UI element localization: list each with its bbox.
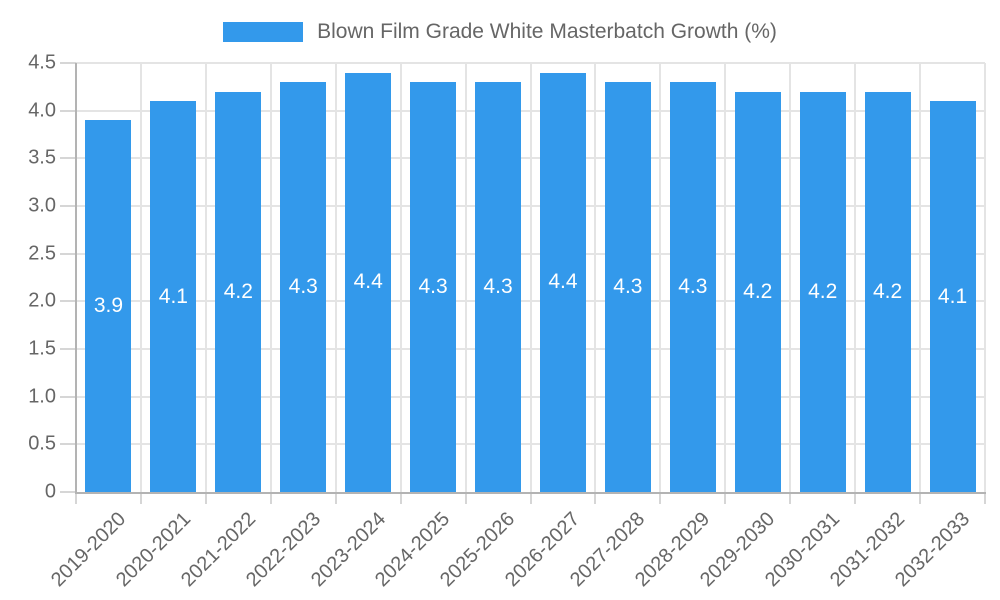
y-tick-mark — [60, 300, 76, 303]
bar — [280, 82, 327, 492]
x-tick-mark — [984, 494, 986, 504]
x-tick-mark — [789, 494, 792, 504]
y-tick-label: 2.5 — [28, 242, 56, 265]
y-tick-mark — [60, 62, 76, 64]
x-tick-mark — [334, 494, 337, 504]
x-gridline — [529, 63, 532, 492]
y-tick-mark — [60, 443, 76, 446]
x-gridline — [269, 63, 272, 492]
y-tick-label: 3.5 — [28, 146, 56, 169]
x-gridline — [204, 63, 207, 492]
x-gridline — [139, 63, 142, 492]
x-tick-mark — [919, 494, 922, 504]
bar-value-label: 4.1 — [158, 284, 188, 308]
y-tick-mark — [60, 348, 76, 350]
x-gridline — [334, 63, 337, 492]
bar-value-label: 4.2 — [872, 279, 903, 303]
y-tick-label: 0.5 — [28, 432, 56, 455]
x-tick-mark — [269, 494, 272, 504]
y-tick-label: 0 — [44, 480, 56, 503]
bar-value-label: 4.3 — [483, 275, 513, 299]
y-tick-label: 2.0 — [28, 289, 56, 312]
y-tick-mark — [60, 157, 76, 160]
x-tick-mark — [204, 494, 207, 504]
x-tick-mark — [139, 494, 142, 504]
bar — [410, 82, 457, 492]
bar-value-label: 4.1 — [937, 284, 968, 308]
x-gridline — [919, 63, 922, 492]
y-tick-mark — [60, 395, 76, 398]
x-axis-line — [75, 492, 986, 494]
x-tick-mark — [399, 494, 402, 504]
y-axis-line — [75, 63, 77, 494]
x-tick-mark — [464, 494, 467, 504]
y-tick-label: 1.5 — [28, 337, 56, 360]
bar — [215, 91, 262, 492]
x-gridline — [399, 63, 402, 492]
y-tick-label: 3.0 — [28, 194, 56, 217]
bar — [85, 120, 132, 492]
x-gridline — [464, 63, 467, 492]
bar-value-label: 4.4 — [548, 270, 578, 294]
y-tick-label: 1.0 — [28, 385, 56, 408]
y-tick-mark — [60, 252, 76, 255]
bar — [669, 82, 716, 492]
legend-swatch-icon — [223, 22, 304, 42]
y-tick-mark — [60, 109, 76, 112]
bar — [799, 91, 846, 492]
x-gridline — [659, 63, 662, 492]
x-tick-mark — [724, 494, 727, 504]
bar — [150, 101, 197, 492]
x-gridline — [724, 63, 727, 492]
bar — [345, 72, 392, 492]
bar — [475, 82, 522, 492]
y-tick-label: 4.0 — [28, 99, 56, 122]
bar-value-label: 4.2 — [743, 279, 773, 303]
bar — [539, 72, 586, 492]
bar — [929, 101, 976, 492]
y-tick-mark — [60, 205, 76, 207]
x-tick-mark — [594, 494, 597, 504]
y-tick-mark — [60, 491, 76, 493]
bar — [864, 91, 911, 492]
x-tick-mark — [659, 494, 662, 504]
x-tick-mark — [529, 494, 532, 504]
chart-legend[interactable]: Blown Film Grade White Masterbatch Growt… — [0, 20, 1000, 44]
legend-label: Blown Film Grade White Masterbatch Growt… — [317, 20, 777, 43]
bar-value-label: 4.3 — [418, 275, 448, 299]
x-gridline — [854, 63, 857, 492]
bar-value-label: 4.3 — [288, 275, 318, 299]
bar-value-label: 4.3 — [678, 275, 708, 299]
bar-value-label: 4.3 — [613, 275, 643, 299]
bar-value-label: 4.4 — [353, 270, 383, 294]
bar-value-label: 4.2 — [808, 279, 838, 303]
x-tick-mark — [854, 494, 857, 504]
x-gridline — [594, 63, 597, 492]
bar-value-label: 4.2 — [223, 279, 253, 303]
bar — [604, 82, 651, 492]
x-gridline — [984, 63, 986, 492]
x-gridline — [789, 63, 792, 492]
y-tick-label: 4.5 — [28, 51, 56, 74]
bar — [734, 91, 781, 492]
bar-value-label: 3.9 — [93, 294, 124, 318]
x-tick-mark — [75, 494, 77, 504]
